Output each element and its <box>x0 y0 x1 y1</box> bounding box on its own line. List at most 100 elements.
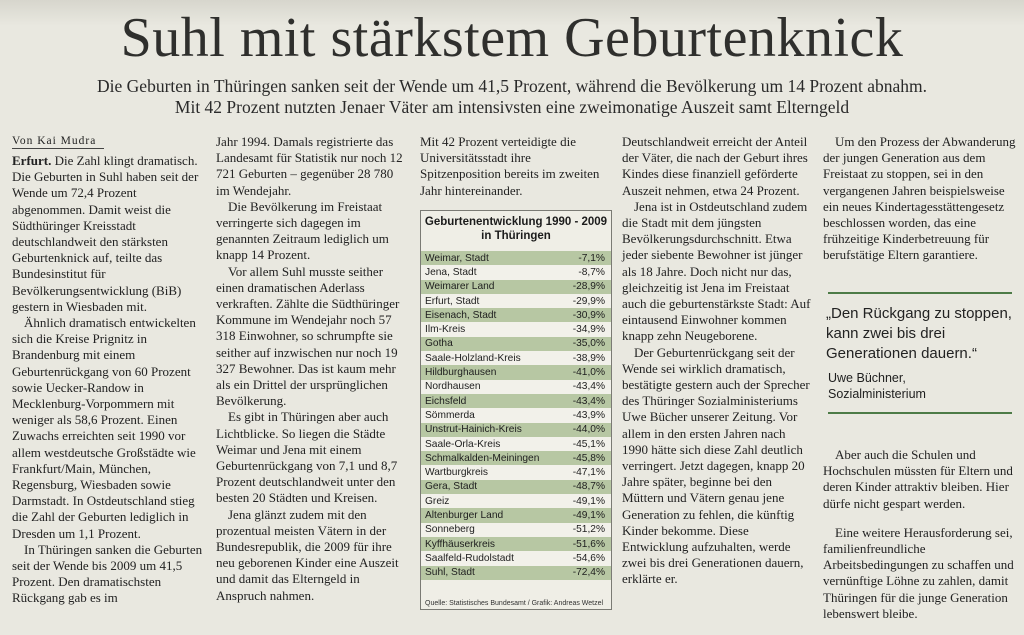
table-row: Saale-Holzland-Kreis -38,9% <box>421 351 611 366</box>
headline: Suhl mit stärkstem Geburtenknick <box>120 7 904 69</box>
paragraph: Mit 42 Prozent verteidigte die Universit… <box>420 134 600 198</box>
table-row-name: Erfurt, Stadt <box>425 295 480 307</box>
paragraph: Es gibt in Thüringen aber auch Lichtblic… <box>216 409 398 506</box>
paragraph: Eine weitere Herausforderung sei, famili… <box>823 524 1014 621</box>
table-row-value: -44,0% <box>572 424 605 436</box>
table-row: Unstrut-Hainich-Kreis -44,0% <box>421 422 611 437</box>
table-row-name: Altenburger Land <box>425 509 504 521</box>
table-row-name: Nordhausen <box>425 381 481 393</box>
subheadline-line-2: Mit 42 Prozent nutzten Jenaer Väter am i… <box>174 97 850 117</box>
paragraph: In Thüringen sanken die Geburten seit de… <box>12 541 203 606</box>
table-row-name: Kyffhäuserkreis <box>425 538 496 550</box>
table-row-value: -72,4% <box>572 567 605 579</box>
paragraph: Aber auch die Schulen und Hochschulen mü… <box>823 447 1013 511</box>
table-row-name: Eisenach, Stadt <box>425 309 497 321</box>
paragraph: Der Geburtenrückgang seit der Wende sei … <box>622 344 810 587</box>
paragraph: Jahr 1994. Damals registrierte das Lande… <box>216 134 403 198</box>
table-row-name: Saale-Orla-Kreis <box>425 438 501 450</box>
table-row: Gotha -35,0% <box>421 336 611 352</box>
table-row-value: -43,4% <box>572 395 605 407</box>
table-row: Saale-Orla-Kreis -45,1% <box>421 436 611 452</box>
table-row: Weimarer Land -28,9% <box>421 279 611 294</box>
paragraph: Ähnlich dramatisch entwickelten sich die… <box>12 315 196 541</box>
quote-rule-bottom <box>828 412 1012 414</box>
table-row-value: -35,0% <box>572 338 605 350</box>
table-row-name: Greiz <box>425 495 450 507</box>
table-row: Jena, Stadt -8,7% <box>421 265 611 280</box>
table-row-value: -43,4% <box>572 381 605 393</box>
table-row-value: -7,1% <box>578 252 605 264</box>
subheadline: Die Geburten in Thüringen sanken seit de… <box>0 76 1024 118</box>
table-row: Hildburghausen -41,0% <box>421 365 611 380</box>
previous-article-bleed <box>0 0 1024 26</box>
paragraph: Die Bevölkerung im Freistaat verringerte… <box>216 198 389 263</box>
table-row: Schmalkalden-Meiningen -45,8% <box>421 451 611 466</box>
table-row-name: Suhl, Stadt <box>425 567 475 579</box>
table-row-value: -45,1% <box>572 438 605 450</box>
paragraph: Vor allem Suhl musste seither einen dram… <box>216 263 400 409</box>
table-row: Altenburger Land -49,1% <box>421 508 611 523</box>
column-5-continued: Aber auch die Schulen und Hochschulen mü… <box>823 434 1018 635</box>
byline: Von Kai Mudra <box>12 134 104 149</box>
table-row-name: Gera, Stadt <box>425 481 478 493</box>
column-5: Um den Prozess der Abwanderung der junge… <box>823 134 1018 264</box>
subheadline-line-1: Die Geburten in Thüringen sanken seit de… <box>97 76 927 96</box>
paragraph: Jena ist in Ostdeutschland zudem die Sta… <box>622 198 811 344</box>
table-row-name: Weimarer Land <box>425 281 495 293</box>
table-row-value: -48,7% <box>572 481 605 493</box>
table-row: Sonneberg -51,2% <box>421 522 611 537</box>
table-rows: Weimar, Stadt -7,1% Jena, Stadt -8,7% Weimar… <box>421 251 611 580</box>
table-title: Geburtenentwicklung 1990 - 2009 in Thüri… <box>421 211 611 246</box>
table-row-value: -47,1% <box>572 467 605 479</box>
table-row: Nordhausen -43,4% <box>421 379 611 394</box>
table-row-value: -45,8% <box>572 452 605 464</box>
table-row-name: Gotha <box>425 338 453 350</box>
quote-rule-top <box>828 292 1012 294</box>
table-row-value: -29,9% <box>572 295 605 307</box>
pull-quote: „Den Rückgang zu stoppen, kann zwei bis … <box>826 305 1012 362</box>
table-row-name: Saalfeld-Rudolstadt <box>425 552 514 564</box>
table-row-name: Hildburghausen <box>425 367 497 379</box>
births-table: Geburtenentwicklung 1990 - 2009 in Thüri… <box>420 210 612 610</box>
table-row-value: -54,6% <box>572 552 605 564</box>
table-row-value: -49,1% <box>572 509 605 521</box>
table-row: Erfurt, Stadt -29,9% <box>421 293 611 309</box>
table-row: Greiz -49,1% <box>421 494 611 509</box>
dateline: Erfurt. <box>12 153 52 168</box>
table-row: Sömmerda -43,9% <box>421 408 611 423</box>
paragraph: Erfurt. Die Zahl klingt dramatisch. Die … <box>12 153 203 315</box>
table-row-value: -41,0% <box>572 367 605 379</box>
table-source: Quelle: Statistisches Bundesamt / Grafik… <box>425 600 604 607</box>
table-row-name: Unstrut-Hainich-Kreis <box>425 424 522 436</box>
table-row: Eisenach, Stadt -30,9% <box>421 308 611 323</box>
table-row-name: Wartburgkreis <box>425 467 489 479</box>
paragraph: Jena glänzt zudem mit den prozentual mei… <box>216 506 399 603</box>
table-row-value: -51,6% <box>572 538 605 550</box>
table-row-name: Sömmerda <box>425 409 475 421</box>
table-title-line-1: Geburtenentwicklung 1990 - 2009 <box>424 216 608 228</box>
table-row-value: -49,1% <box>572 495 605 507</box>
table-row-value: -51,2% <box>572 524 605 536</box>
column-3: Mit 42 Prozent verteidigte die Universit… <box>420 134 610 199</box>
table-row-name: Saale-Holzland-Kreis <box>425 352 521 364</box>
table-row-name: Ilm-Kreis <box>425 324 466 336</box>
paragraph: Deutschlandweit erreicht der Anteil der … <box>622 134 808 198</box>
table-row-value: -28,9% <box>572 281 605 293</box>
quote-attribution: Uwe Büchner, Sozialministerium <box>828 370 1018 402</box>
table-row-name: Eichsfeld <box>425 395 467 407</box>
table-row: Gera, Stadt -48,7% <box>421 479 611 495</box>
quote-role: Sozialministerium <box>828 387 926 401</box>
quote-name: Uwe Büchner, <box>828 371 906 385</box>
table-row-value: -43,9% <box>572 409 605 421</box>
table-row: Ilm-Kreis -34,9% <box>421 322 611 337</box>
table-row-value: -30,9% <box>572 309 605 321</box>
table-row: Eichsfeld -43,4% <box>421 393 611 409</box>
table-row: Saalfeld-Rudolstadt -54,6% <box>421 551 611 566</box>
column-1: Von Kai Mudra Erfurt. Die Zahl klingt dr… <box>12 134 203 607</box>
table-row: Kyffhäuserkreis -51,6% <box>421 536 611 552</box>
paragraph-text: Die Zahl klingt dramatisch. Die Geburten… <box>12 153 199 314</box>
table-row: Wartburgkreis -47,1% <box>421 465 611 480</box>
column-2: Jahr 1994. Damals registrierte das Lande… <box>216 134 407 604</box>
table-row-name: Sonneberg <box>425 524 475 536</box>
table-row-name: Weimar, Stadt <box>425 252 489 264</box>
